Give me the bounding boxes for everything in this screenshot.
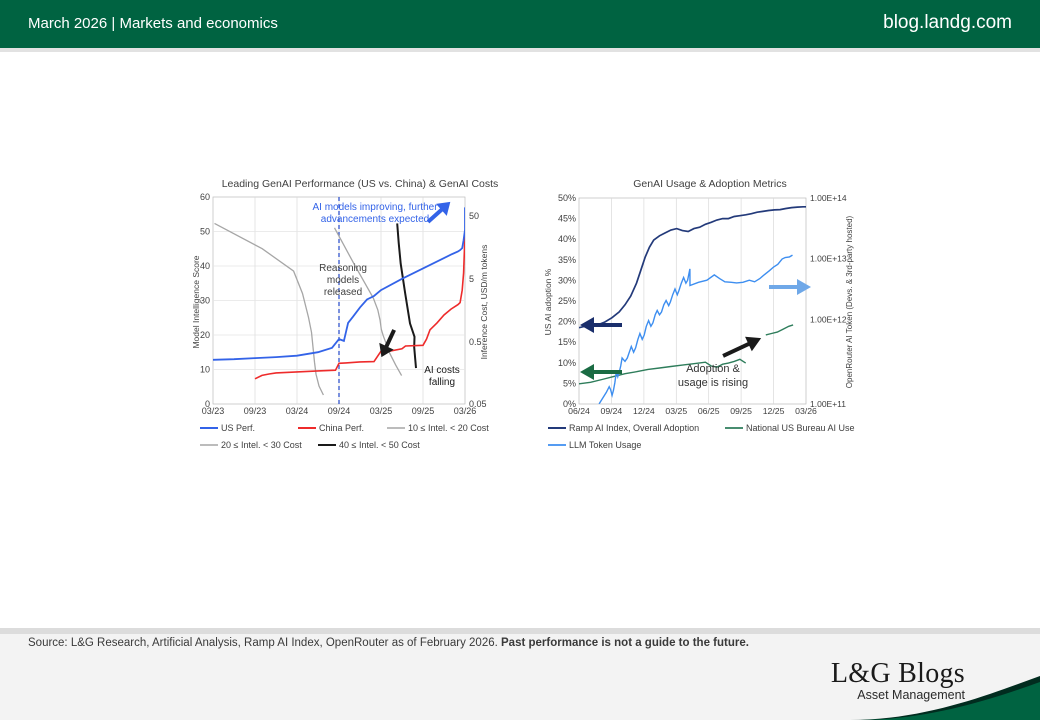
- svg-text:50: 50: [469, 211, 479, 221]
- svg-text:models: models: [327, 275, 359, 286]
- svg-text:National US Bureau AI Use: National US Bureau AI Use: [746, 423, 855, 433]
- svg-text:35%: 35%: [558, 255, 576, 265]
- svg-text:03/25: 03/25: [370, 406, 393, 416]
- svg-text:03/25: 03/25: [665, 406, 687, 416]
- svg-text:03/24: 03/24: [286, 406, 309, 416]
- svg-text:03/23: 03/23: [202, 406, 225, 416]
- svg-text:30%: 30%: [558, 275, 576, 285]
- svg-text:45%: 45%: [558, 214, 576, 224]
- svg-text:10%: 10%: [558, 358, 576, 368]
- svg-text:50%: 50%: [558, 193, 576, 203]
- svg-text:Leading GenAI Performance (US: Leading GenAI Performance (US vs. China)…: [222, 178, 499, 190]
- svg-text:US Perf.: US Perf.: [221, 423, 255, 433]
- svg-text:AI costs: AI costs: [424, 365, 460, 376]
- svg-text:20%: 20%: [558, 317, 576, 327]
- svg-text:12/25: 12/25: [763, 406, 785, 416]
- svg-text:usage is rising: usage is rising: [678, 377, 748, 389]
- svg-text:GenAI Usage & Adoption Metrics: GenAI Usage & Adoption Metrics: [633, 178, 787, 190]
- svg-text:06/24: 06/24: [568, 406, 590, 416]
- svg-text:AI models improving, further: AI models improving, further: [312, 202, 438, 213]
- svg-text:China Perf.: China Perf.: [319, 423, 364, 433]
- svg-text:20: 20: [200, 330, 210, 340]
- svg-text:15%: 15%: [558, 337, 576, 347]
- svg-text:falling: falling: [429, 377, 455, 388]
- svg-text:06/25: 06/25: [698, 406, 720, 416]
- svg-text:03/26: 03/26: [795, 406, 817, 416]
- svg-text:Model Intelligence Score: Model Intelligence Score: [191, 255, 201, 348]
- svg-text:03/26: 03/26: [454, 406, 477, 416]
- svg-text:1.00E+13: 1.00E+13: [810, 254, 847, 264]
- svg-text:09/25: 09/25: [730, 406, 752, 416]
- svg-text:40 ≤ Intel. < 50 Cost: 40 ≤ Intel. < 50 Cost: [339, 440, 420, 450]
- svg-text:LLM Token Usage: LLM Token Usage: [569, 440, 641, 450]
- svg-text:20 ≤ Intel. < 30 Cost: 20 ≤ Intel. < 30 Cost: [221, 440, 302, 450]
- svg-text:Ramp AI Index, Overall Adoptio: Ramp AI Index, Overall Adoption: [569, 423, 699, 433]
- svg-text:60: 60: [200, 192, 210, 202]
- svg-text:1.00E+12: 1.00E+12: [810, 315, 847, 325]
- svg-text:1.00E+14: 1.00E+14: [810, 193, 847, 203]
- svg-text:25%: 25%: [558, 296, 576, 306]
- svg-text:5%: 5%: [563, 378, 576, 388]
- svg-text:09/24: 09/24: [328, 406, 351, 416]
- svg-text:50: 50: [200, 227, 210, 237]
- svg-text:Reasoning: Reasoning: [319, 263, 367, 274]
- svg-text:40%: 40%: [558, 234, 576, 244]
- svg-text:US AI adoption %: US AI adoption %: [543, 268, 553, 335]
- svg-text:released: released: [324, 287, 362, 298]
- svg-text:09/24: 09/24: [601, 406, 623, 416]
- svg-text:5: 5: [469, 274, 474, 284]
- svg-text:40: 40: [200, 261, 210, 271]
- svg-text:30: 30: [200, 296, 210, 306]
- svg-text:10: 10: [200, 365, 210, 375]
- svg-text:12/24: 12/24: [633, 406, 655, 416]
- svg-text:advancements expected: advancements expected: [321, 214, 429, 225]
- svg-text:09/23: 09/23: [244, 406, 267, 416]
- svg-text:Inference Cost, USD/m tokens: Inference Cost, USD/m tokens: [479, 245, 489, 360]
- svg-text:10 ≤ Intel. < 20 Cost: 10 ≤ Intel. < 20 Cost: [408, 423, 489, 433]
- svg-text:OpenRouter AI Token (Devs. & 3: OpenRouter AI Token (Devs. & 3rd-party h…: [845, 215, 854, 388]
- svg-text:09/25: 09/25: [412, 406, 435, 416]
- svg-text:Adoption &: Adoption &: [686, 363, 740, 375]
